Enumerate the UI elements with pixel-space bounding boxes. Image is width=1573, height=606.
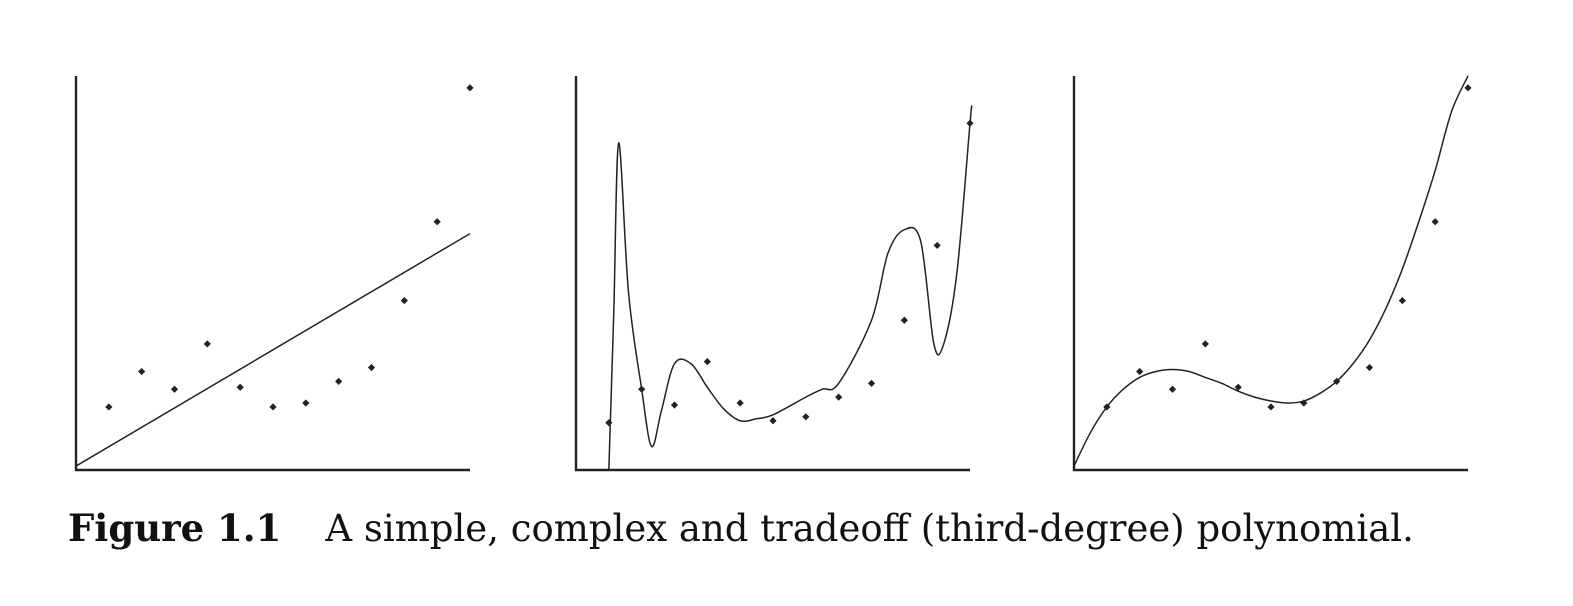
axes (574, 76, 970, 472)
figure-caption: Figure 1.1 A simple, complex and tradeoff… (68, 506, 1414, 550)
data-point (1300, 399, 1308, 407)
axes (1072, 76, 1468, 472)
data-point (170, 385, 179, 393)
data-point (367, 363, 376, 372)
fit-curve (75, 232, 471, 467)
chart-simple-linear (74, 76, 474, 472)
data-point (1103, 403, 1111, 411)
data-point (867, 379, 876, 387)
data-point (933, 241, 941, 250)
data-point (769, 417, 777, 425)
data-point (802, 413, 810, 421)
data-point (269, 403, 277, 411)
fit-curve (608, 105, 973, 471)
caption-text: A simple, complex and tradeoff (third-de… (325, 507, 1414, 550)
data-point (605, 419, 613, 427)
data-point (1365, 363, 1374, 372)
fit-curve (1073, 75, 1469, 467)
data-point (433, 218, 441, 226)
data-point (670, 401, 679, 409)
data-point (1398, 296, 1406, 305)
data-point (236, 383, 244, 391)
data-point (335, 377, 343, 385)
data-point (1464, 84, 1472, 92)
data-point (1333, 377, 1341, 385)
data-point (400, 296, 408, 305)
data-point (1234, 383, 1242, 391)
data-point (1431, 218, 1439, 226)
data-point (1168, 385, 1177, 393)
data-point (1201, 340, 1209, 348)
data-point (105, 403, 113, 411)
data-point (638, 385, 646, 393)
chart-tradeoff-cubic (1072, 75, 1472, 472)
data-point (1267, 403, 1275, 411)
caption-label: Figure 1.1 (68, 506, 282, 550)
data-point (703, 358, 711, 366)
chart-complex-polynomial (574, 76, 974, 472)
data-point (466, 84, 474, 92)
data-point (1136, 367, 1144, 376)
data-point (966, 119, 974, 127)
data-point (138, 367, 146, 376)
data-point (203, 340, 211, 348)
data-point (900, 316, 908, 324)
axes (74, 76, 470, 472)
data-point (835, 393, 843, 401)
data-point (736, 399, 744, 407)
data-point (302, 399, 310, 407)
